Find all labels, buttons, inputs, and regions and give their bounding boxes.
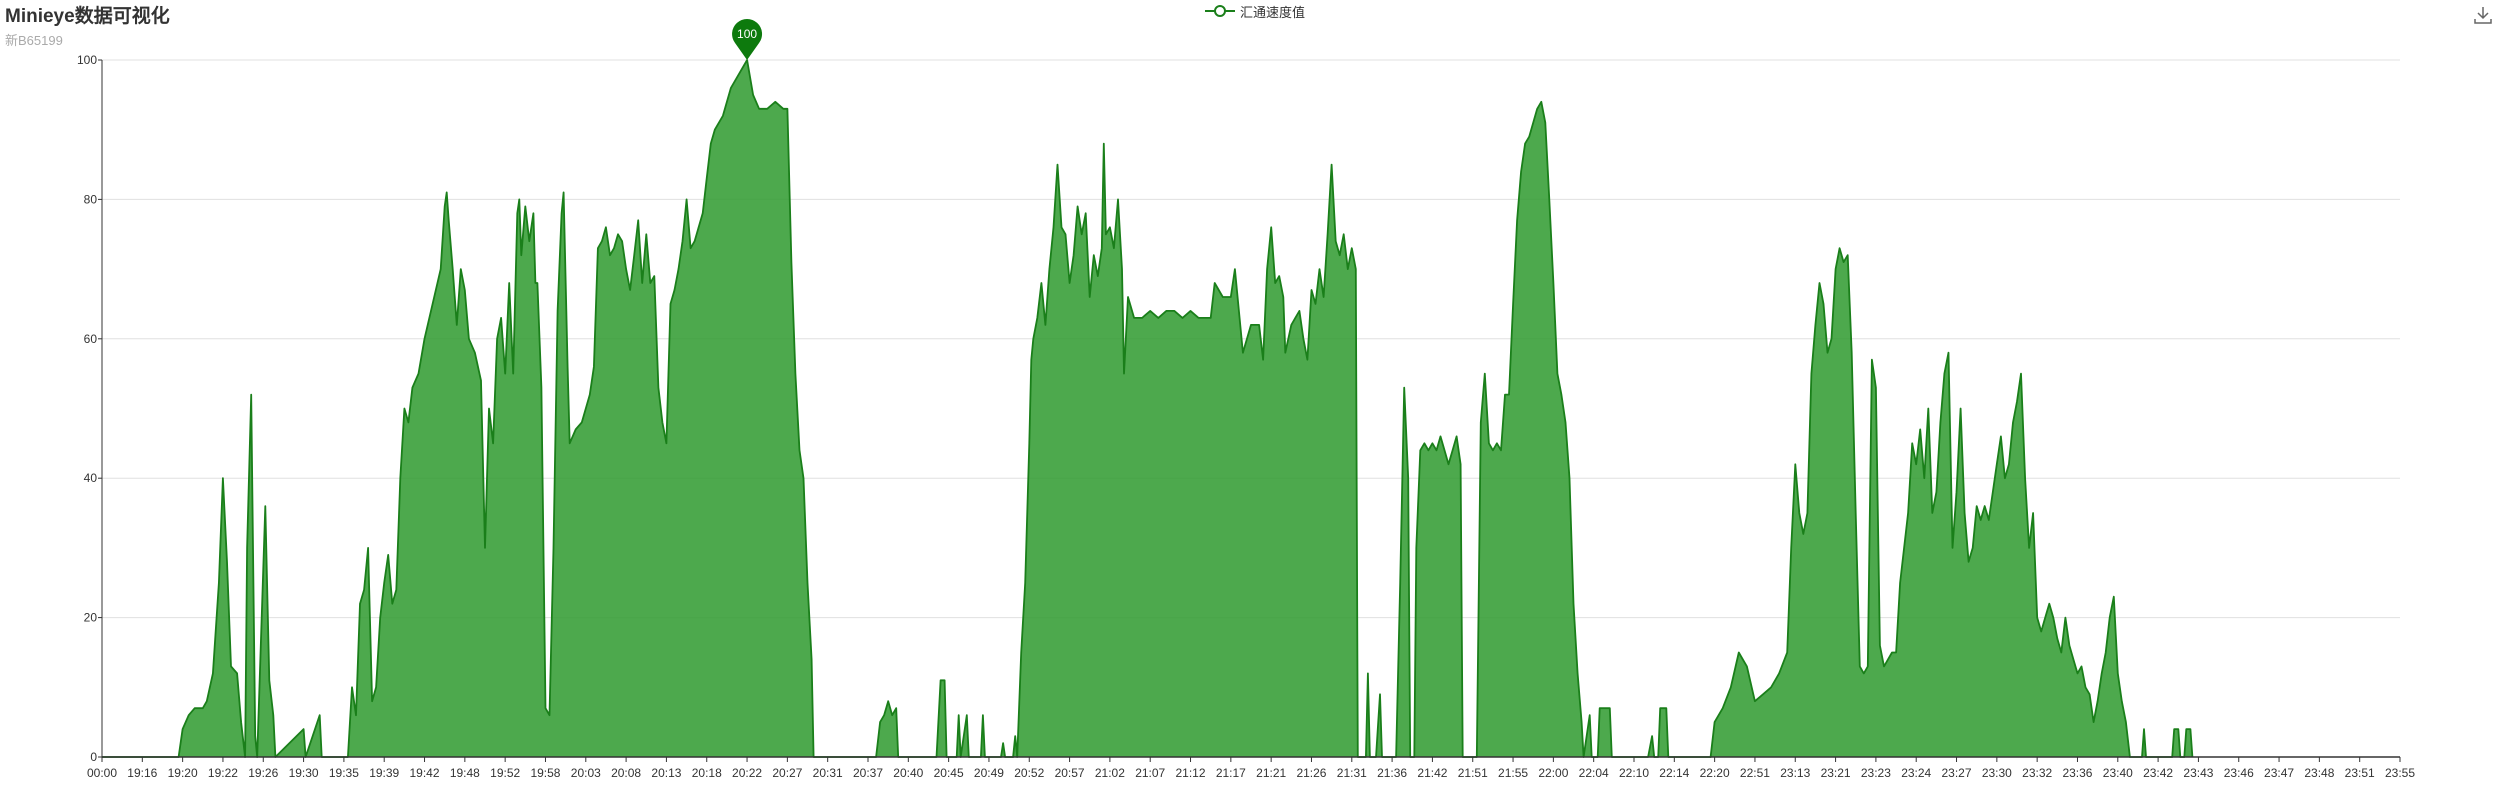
x-tick-label: 19:52 (490, 766, 520, 780)
x-tick-label: 20:13 (651, 766, 681, 780)
x-tick-label: 19:39 (369, 766, 399, 780)
x-tick-label: 23:27 (1942, 766, 1972, 780)
x-tick-label: 23:55 (2385, 766, 2415, 780)
x-tick-label: 23:30 (1982, 766, 2012, 780)
x-tick-label: 22:00 (1538, 766, 1568, 780)
x-tick-label: 20:18 (692, 766, 722, 780)
x-tick-label: 20:37 (853, 766, 883, 780)
x-tick-label: 23:40 (2103, 766, 2133, 780)
x-tick-label: 20:49 (974, 766, 1004, 780)
x-tick-label: 23:21 (1821, 766, 1851, 780)
x-tick-label: 21:21 (1256, 766, 1286, 780)
x-tick-label: 20:31 (813, 766, 843, 780)
x-tick-label: 21:17 (1216, 766, 1246, 780)
x-tick-label: 00:00 (87, 766, 117, 780)
y-tick-label: 40 (84, 471, 98, 485)
y-tick-label: 0 (90, 750, 97, 764)
x-tick-label: 19:35 (329, 766, 359, 780)
chart-subtitle: 新B65199 (5, 33, 63, 48)
x-tick-label: 22:20 (1700, 766, 1730, 780)
x-tick-label: 23:24 (1901, 766, 1931, 780)
download-icon[interactable] (2472, 4, 2494, 26)
x-tick-label: 21:55 (1498, 766, 1528, 780)
chart-title: Minieye数据可视化 (5, 6, 170, 27)
legend-item[interactable]: 汇通速度值 (1205, 2, 1305, 20)
x-tick-label: 19:16 (127, 766, 157, 780)
x-tick-label: 19:20 (168, 766, 198, 780)
y-tick-label: 80 (84, 192, 98, 206)
x-tick-label: 23:43 (2183, 766, 2213, 780)
max-marker-label: 100 (737, 27, 757, 41)
circle-line-icon (1205, 5, 1235, 17)
x-tick-label: 21:26 (1296, 766, 1326, 780)
x-tick-label: 20:57 (1055, 766, 1085, 780)
x-tick-label: 22:04 (1579, 766, 1609, 780)
x-tick-label: 20:27 (772, 766, 802, 780)
series-area (102, 59, 2194, 758)
x-tick-label: 19:30 (289, 766, 319, 780)
axes: 0 20 40 60 80 100 00:00 19:16 19:20 19:22 19:26 19:… (77, 53, 2415, 780)
x-tick-label: 22:51 (1740, 766, 1770, 780)
x-tick-label: 21:36 (1377, 766, 1407, 780)
x-tick-label: 21:42 (1417, 766, 1447, 780)
x-tick-label: 21:51 (1458, 766, 1488, 780)
x-tick-label: 19:48 (450, 766, 480, 780)
x-tick-label: 22:14 (1659, 766, 1689, 780)
x-tick-label: 21:02 (1095, 766, 1125, 780)
x-tick-label: 19:58 (530, 766, 560, 780)
x-tick-label: 22:10 (1619, 766, 1649, 780)
x-tick-label: 19:22 (208, 766, 238, 780)
x-tick-label: 21:07 (1135, 766, 1165, 780)
x-tick-label: 23:23 (1861, 766, 1891, 780)
x-tick-label: 21:12 (1176, 766, 1206, 780)
x-tick-label: 23:32 (2022, 766, 2052, 780)
max-marker: 100 (732, 19, 763, 61)
x-tick-label: 23:47 (2264, 766, 2294, 780)
max-marker-pin (732, 19, 763, 61)
x-tick-label: 23:46 (2224, 766, 2254, 780)
series-line (102, 59, 2194, 758)
x-tick-label: 20:22 (732, 766, 762, 780)
y-tick-label: 20 (84, 611, 98, 625)
x-tick-label: 23:42 (2143, 766, 2173, 780)
x-tick-label: 21:31 (1337, 766, 1367, 780)
x-tick-label: 20:45 (934, 766, 964, 780)
x-tick-label: 20:08 (611, 766, 641, 780)
x-tick-label: 20:03 (571, 766, 601, 780)
x-tick-label: 19:42 (410, 766, 440, 780)
x-tick-label: 23:51 (2345, 766, 2375, 780)
x-tick-label: 20:40 (893, 766, 923, 780)
series-area-fill (102, 60, 2193, 757)
x-tick-label: 23:48 (2304, 766, 2334, 780)
legend-label: 汇通速度值 (1240, 4, 1306, 20)
y-tick-label: 60 (84, 332, 98, 346)
x-tick-label: 23:13 (1780, 766, 1810, 780)
x-tick-label: 20:52 (1014, 766, 1044, 780)
x-tick-label: 23:36 (2062, 766, 2092, 780)
x-tick-label: 19:26 (248, 766, 278, 780)
y-tick-label: 100 (77, 53, 97, 67)
